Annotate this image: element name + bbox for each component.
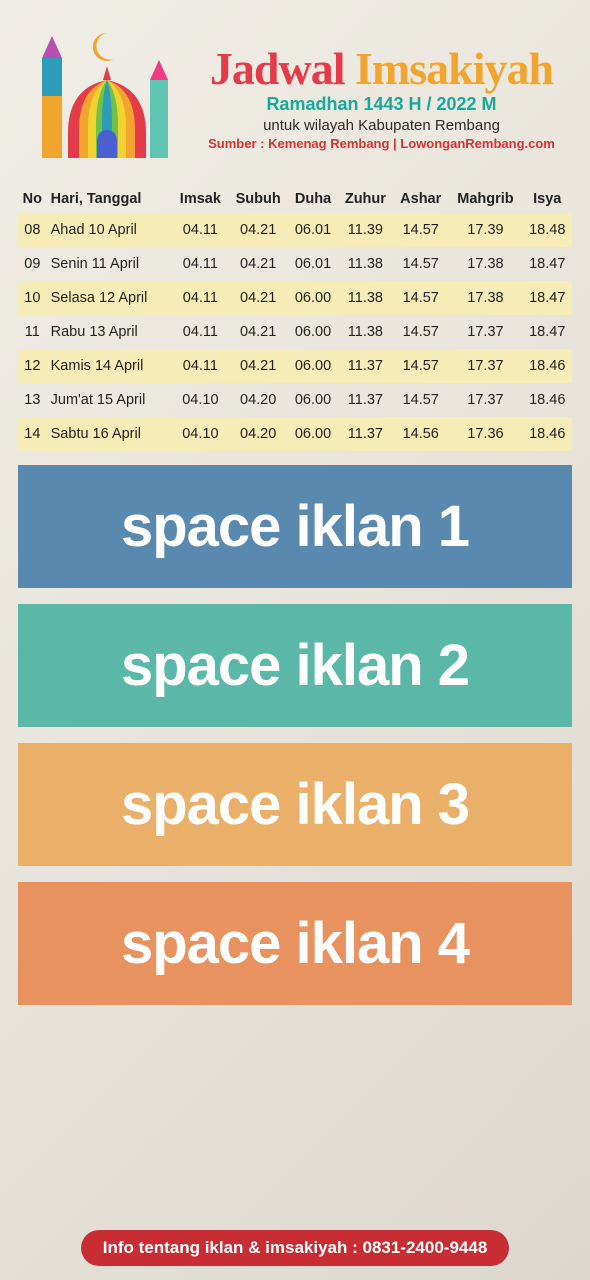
cell-zuhur: 11.37 <box>338 417 393 451</box>
title-word-1: Jadwal <box>210 43 345 94</box>
cell-imsak: 04.11 <box>173 281 228 315</box>
ad-space-1: space iklan 1 <box>18 465 572 588</box>
footer-info: Info tentang iklan & imsakiyah : 0831-24… <box>81 1230 510 1266</box>
cell-ashar: 14.56 <box>393 417 448 451</box>
cell-isya: 18.47 <box>522 281 572 315</box>
cell-subuh: 04.20 <box>228 417 288 451</box>
cell-subuh: 04.21 <box>228 247 288 281</box>
cell-zuhur: 11.39 <box>338 213 393 247</box>
cell-isya: 18.47 <box>522 315 572 349</box>
cell-maghrib: 17.36 <box>448 417 522 451</box>
cell-isya: 18.46 <box>522 349 572 383</box>
ad-space-container: space iklan 1 space iklan 2 space iklan 3 s… <box>18 465 572 1005</box>
ad-space-2: space iklan 2 <box>18 604 572 727</box>
cell-imsak: 04.11 <box>173 349 228 383</box>
cell-maghrib: 17.37 <box>448 349 522 383</box>
cell-hari: Selasa 12 April <box>47 281 173 315</box>
cell-isya: 18.46 <box>522 417 572 451</box>
col-hari: Hari, Tanggal <box>47 185 173 213</box>
header: Jadwal Imsakiyah Ramadhan 1443 H / 2022 … <box>18 18 572 173</box>
page-title: Jadwal Imsakiyah <box>191 46 572 92</box>
cell-duha: 06.00 <box>288 315 337 349</box>
cell-no: 10 <box>18 281 47 315</box>
cell-maghrib: 17.38 <box>448 281 522 315</box>
cell-subuh: 04.21 <box>228 349 288 383</box>
cell-ashar: 14.57 <box>393 383 448 417</box>
table-row: 12Kamis 14 April04.1104.2106.0011.3714.5… <box>18 349 572 383</box>
table-row: 10Selasa 12 April04.1104.2106.0011.3814.… <box>18 281 572 315</box>
cell-maghrib: 17.39 <box>448 213 522 247</box>
cell-imsak: 04.11 <box>173 213 228 247</box>
ad-space-4: space iklan 4 <box>18 882 572 1005</box>
cell-isya: 18.46 <box>522 383 572 417</box>
table-row: 14Sabtu 16 April04.1004.2006.0011.3714.5… <box>18 417 572 451</box>
cell-ashar: 14.57 <box>393 349 448 383</box>
cell-zuhur: 11.38 <box>338 247 393 281</box>
col-imsak: Imsak <box>173 185 228 213</box>
cell-no: 11 <box>18 315 47 349</box>
cell-ashar: 14.57 <box>393 213 448 247</box>
col-duha: Duha <box>288 185 337 213</box>
wilayah-line: untuk wilayah Kabupaten Rembang <box>191 117 572 134</box>
cell-imsak: 04.10 <box>173 383 228 417</box>
cell-no: 13 <box>18 383 47 417</box>
col-maghrib: Mahgrib <box>448 185 522 213</box>
cell-duha: 06.01 <box>288 247 337 281</box>
title-block: Jadwal Imsakiyah Ramadhan 1443 H / 2022 … <box>191 18 572 151</box>
cell-imsak: 04.10 <box>173 417 228 451</box>
ad-space-3: space iklan 3 <box>18 743 572 866</box>
cell-subuh: 04.20 <box>228 383 288 417</box>
ramadhan-line: Ramadhan 1443 H / 2022 M <box>191 94 572 115</box>
table-row: 13Jum'at 15 April04.1004.2006.0011.3714.… <box>18 383 572 417</box>
col-no: No <box>18 185 47 213</box>
mosque-logo-icon <box>18 18 183 173</box>
cell-zuhur: 11.38 <box>338 281 393 315</box>
table-row: 09Senin 11 April04.1104.2106.0111.3814.5… <box>18 247 572 281</box>
cell-imsak: 04.11 <box>173 315 228 349</box>
cell-maghrib: 17.37 <box>448 383 522 417</box>
cell-hari: Rabu 13 April <box>47 315 173 349</box>
cell-hari: Senin 11 April <box>47 247 173 281</box>
cell-maghrib: 17.38 <box>448 247 522 281</box>
sumber-line: Sumber : Kemenag Rembang | LowonganRemba… <box>191 136 572 151</box>
cell-duha: 06.00 <box>288 417 337 451</box>
col-zuhur: Zuhur <box>338 185 393 213</box>
cell-subuh: 04.21 <box>228 315 288 349</box>
cell-no: 08 <box>18 213 47 247</box>
cell-hari: Jum'at 15 April <box>47 383 173 417</box>
col-ashar: Ashar <box>393 185 448 213</box>
imsakiyah-table: No Hari, Tanggal Imsak Subuh Duha Zuhur … <box>18 185 572 451</box>
cell-zuhur: 11.38 <box>338 315 393 349</box>
cell-hari: Ahad 10 April <box>47 213 173 247</box>
cell-subuh: 04.21 <box>228 213 288 247</box>
cell-hari: Kamis 14 April <box>47 349 173 383</box>
cell-isya: 18.47 <box>522 247 572 281</box>
cell-ashar: 14.57 <box>393 247 448 281</box>
cell-no: 12 <box>18 349 47 383</box>
col-subuh: Subuh <box>228 185 288 213</box>
cell-zuhur: 11.37 <box>338 383 393 417</box>
cell-duha: 06.00 <box>288 383 337 417</box>
table-row: 11Rabu 13 April04.1104.2106.0011.3814.57… <box>18 315 572 349</box>
cell-no: 09 <box>18 247 47 281</box>
cell-maghrib: 17.37 <box>448 315 522 349</box>
cell-imsak: 04.11 <box>173 247 228 281</box>
title-word-2: Imsakiyah <box>355 43 553 94</box>
cell-duha: 06.00 <box>288 349 337 383</box>
cell-duha: 06.01 <box>288 213 337 247</box>
cell-zuhur: 11.37 <box>338 349 393 383</box>
cell-hari: Sabtu 16 April <box>47 417 173 451</box>
cell-no: 14 <box>18 417 47 451</box>
cell-ashar: 14.57 <box>393 315 448 349</box>
cell-duha: 06.00 <box>288 281 337 315</box>
table-row: 08Ahad 10 April04.1104.2106.0111.3914.57… <box>18 213 572 247</box>
cell-subuh: 04.21 <box>228 281 288 315</box>
col-isya: Isya <box>522 185 572 213</box>
cell-isya: 18.48 <box>522 213 572 247</box>
cell-ashar: 14.57 <box>393 281 448 315</box>
